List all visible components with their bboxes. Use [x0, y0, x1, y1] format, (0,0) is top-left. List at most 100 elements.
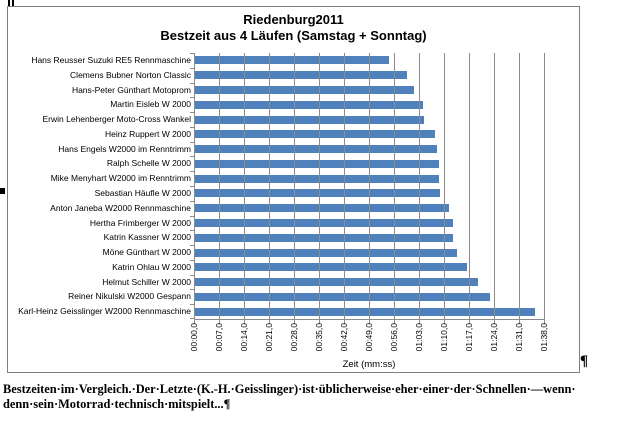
- category-label: Helmut Schiller W 2000: [102, 276, 191, 287]
- gridline: [419, 53, 420, 319]
- x-tick-label: 00:35,0: [313, 323, 325, 351]
- x-tick-label-text: 00:28,0: [289, 323, 299, 352]
- paragraph-line-1: Bestzeiten·im·Vergleich.·Der·Letzte·(K.-…: [3, 382, 576, 396]
- bar: [194, 307, 536, 316]
- category-label: Anton Janeba W2000 Rennmaschine: [50, 202, 191, 213]
- x-tick-label-text: 00:49,0: [364, 323, 374, 352]
- category-label: Erwin Lehenberger Moto-Cross Wankel: [42, 114, 192, 125]
- x-axis-title: Zeit (mm:ss): [342, 359, 396, 370]
- category-label: Katrin Ohlau W 2000: [112, 261, 191, 272]
- x-tick-label-text: 00:21,0: [264, 323, 274, 352]
- x-tick-label-text: 00:35,0: [314, 323, 324, 352]
- x-tick-label-text: 01:17,0: [464, 323, 474, 352]
- object-anchor-mark: [8, 0, 16, 8]
- gridline: [219, 53, 220, 319]
- x-tick-label: 01:03,0: [413, 323, 425, 351]
- bar: [194, 278, 478, 287]
- x-tick-label: 01:31,0: [513, 323, 525, 351]
- gridline: [394, 53, 395, 319]
- axis-tick: [319, 320, 320, 324]
- x-tick-label-text: 01:38,0: [539, 323, 549, 352]
- category-label: Hans Engels W2000 im Renntrimm: [58, 143, 191, 154]
- x-tick-label: 01:24,0: [488, 323, 500, 351]
- gridline: [544, 53, 545, 319]
- axis-tick: [469, 320, 470, 324]
- category-axis-tick: [190, 230, 194, 232]
- bar: [194, 189, 441, 198]
- axis-tick: [444, 320, 445, 324]
- axis-tick: [294, 320, 295, 324]
- plot-area: [190, 53, 545, 324]
- x-tick-label: 00:07,0: [213, 323, 225, 351]
- category-axis-tick: [190, 318, 194, 319]
- category-label: Heinz Ruppert W 2000: [105, 128, 191, 139]
- category-label: Ralph Schelle W 2000: [106, 158, 191, 169]
- category-axis-tick: [190, 274, 194, 276]
- x-tick-label: 00:42,0: [338, 323, 350, 351]
- x-tick-label: 01:38,0: [538, 323, 550, 351]
- bar: [194, 71, 407, 80]
- category-label: Reiner Nikulski W2000 Gespann: [68, 291, 191, 302]
- category-label: Möne Günthart W 2000: [102, 247, 191, 258]
- bar: [194, 233, 453, 242]
- bar: [194, 248, 457, 257]
- gridline: [494, 53, 495, 319]
- gridline: [369, 53, 370, 319]
- bar: [194, 218, 453, 227]
- x-tick-label: 00:00,0: [188, 323, 200, 351]
- x-tick-label-text: 01:31,0: [514, 323, 524, 352]
- x-tick-label-text: 00:14,0: [239, 323, 249, 352]
- category-axis-tick: [190, 53, 194, 54]
- bar: [194, 85, 414, 94]
- category-axis-tick: [190, 112, 194, 114]
- bar: [194, 56, 389, 65]
- axis-tick: [394, 320, 395, 324]
- axis-tick: [244, 320, 245, 324]
- bar: [194, 145, 437, 154]
- embedded-chart-object[interactable]: Riedenburg2011 Bestzeit aus 4 Läufen (Sa…: [7, 6, 580, 373]
- gridline: [519, 53, 520, 319]
- category-label: Mike Menyhart W2000 im Renntrimm: [50, 173, 191, 184]
- category-axis-tick: [190, 141, 194, 143]
- category-axis-line: [194, 53, 195, 319]
- x-tick-label: 01:17,0: [463, 323, 475, 351]
- axis-tick: [194, 320, 195, 324]
- value-axis-line: [194, 319, 545, 320]
- bar: [194, 204, 450, 213]
- gridline: [244, 53, 245, 319]
- gridline: [294, 53, 295, 319]
- chart-title: Riedenburg2011: [243, 12, 344, 27]
- category-label: Hans-Peter Günthart Motoprom: [71, 84, 191, 95]
- axis-tick: [544, 320, 545, 324]
- bar: [194, 159, 439, 168]
- axis-tick: [369, 320, 370, 324]
- gridline: [469, 53, 470, 319]
- gridline: [319, 53, 320, 319]
- category-label: Clemens Bubner Norton Classic: [70, 69, 191, 80]
- x-axis-labels: 00:00,0 00:07,0 00:14,0 00:21,0 00:28,0 00:35…: [189, 323, 549, 363]
- chart-title-block: Riedenburg2011 Bestzeit aus 4 Läufen (Sa…: [8, 12, 579, 44]
- category-axis-tick: [190, 289, 194, 291]
- x-tick-label-text: 00:00,0: [189, 323, 199, 352]
- paragraph-line-2: denn·sein·Motorrad·technisch·mitspielt..…: [3, 397, 231, 411]
- category-axis-tick: [190, 245, 194, 247]
- x-tick-label: 00:14,0: [238, 323, 250, 351]
- category-labels: Hans Reusser Suzuki RE5 Rennmaschine Clem…: [10, 53, 191, 319]
- category-label: Katrin Kassner W 2000: [103, 232, 191, 243]
- x-tick-label-text: 01:10,0: [439, 323, 449, 352]
- x-tick-label-text: 00:56,0: [389, 323, 399, 352]
- category-axis-tick: [190, 67, 194, 69]
- axis-tick: [494, 320, 495, 324]
- document-paragraph[interactable]: Bestzeiten·im·Vergleich.·Der·Letzte·(K.-…: [3, 382, 621, 412]
- category-label: Hans Reusser Suzuki RE5 Rennmaschine: [31, 55, 191, 65]
- gridline: [344, 53, 345, 319]
- x-tick-label-text: 01:24,0: [489, 323, 499, 352]
- category-axis-tick: [190, 126, 194, 128]
- category-label: Karl-Heinz Geisslinger W2000 Rennmaschin…: [18, 306, 191, 317]
- x-tick-label: 00:21,0: [263, 323, 275, 351]
- bar: [194, 292, 491, 301]
- x-tick-label-text: 01:03,0: [414, 323, 424, 352]
- axis-tick: [219, 320, 220, 324]
- x-tick-label: 00:49,0: [363, 323, 375, 351]
- category-axis-tick: [190, 215, 194, 217]
